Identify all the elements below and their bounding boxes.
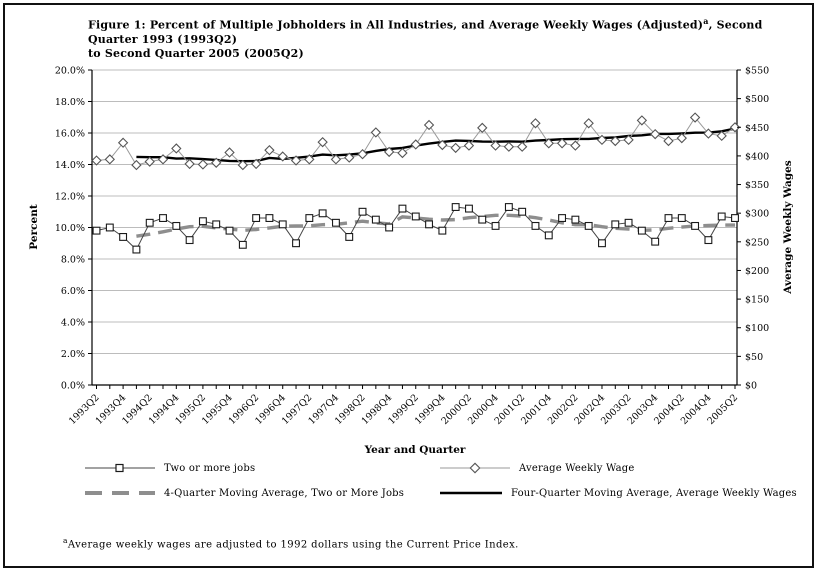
svg-text:$550: $550 bbox=[745, 66, 769, 77]
figure-title: Figure 1: Percent of Multiple Jobholders… bbox=[88, 14, 788, 61]
right-axis-ticks: $0 $50 $100 $150 $200 $250 $300 $350 $400 $450 $50… bbox=[737, 66, 769, 392]
footnote-superscript: a bbox=[63, 536, 68, 545]
svg-text:$0: $0 bbox=[745, 381, 757, 392]
series-ma-average-weekly-wages bbox=[136, 127, 736, 163]
svg-text:6.0%: 6.0% bbox=[61, 286, 85, 297]
figure-title-line2: to Second Quarter 2005 (2005Q2) bbox=[88, 46, 304, 60]
svg-text:10.0%: 10.0% bbox=[55, 223, 85, 234]
svg-text:16.0%: 16.0% bbox=[55, 129, 85, 140]
svg-text:$350: $350 bbox=[745, 180, 769, 191]
chart-area: 0.0% 2.0% 4.0% 6.0% 8.0% 10.0% 12.0% 14.0% 16.0%… bbox=[0, 55, 817, 464]
legend: Two or more jobs Average Weekly Wage 4-Q… bbox=[85, 462, 797, 514]
svg-text:$250: $250 bbox=[745, 237, 769, 248]
figure-title-line1: Figure 1: Percent of Multiple Jobholders… bbox=[88, 16, 763, 46]
footnote: aAverage weekly wages are adjusted to 19… bbox=[63, 536, 519, 551]
svg-text:18.0%: 18.0% bbox=[55, 97, 85, 108]
left-axis-title: Percent bbox=[28, 204, 40, 250]
series-average-weekly-wage-markers bbox=[91, 112, 741, 171]
legend-item-ma-two-or-more-jobs: 4-Quarter Moving Average, Two or More Jo… bbox=[85, 487, 404, 499]
svg-text:8.0%: 8.0% bbox=[61, 255, 85, 266]
solid-line-swatch-icon bbox=[440, 491, 502, 495]
x-axis-ticks: 1993Q21993Q41994Q21994Q41995Q21995Q41996… bbox=[67, 385, 740, 427]
svg-text:$500: $500 bbox=[745, 94, 769, 105]
svg-text:$100: $100 bbox=[745, 323, 769, 334]
legend-label: 4-Quarter Moving Average, Two or More Jo… bbox=[164, 487, 405, 499]
svg-text:2.0%: 2.0% bbox=[61, 349, 85, 360]
x-axis-title: Year and Quarter bbox=[364, 444, 466, 456]
svg-text:$150: $150 bbox=[745, 295, 769, 306]
square-marker-swatch-icon bbox=[85, 463, 155, 473]
svg-text:4.0%: 4.0% bbox=[61, 318, 85, 329]
legend-label: Two or more jobs bbox=[164, 462, 256, 474]
svg-text:$50: $50 bbox=[745, 352, 763, 363]
legend-label: Average Weekly Wage bbox=[519, 462, 635, 474]
svg-text:$200: $200 bbox=[745, 266, 769, 277]
svg-text:14.0%: 14.0% bbox=[55, 160, 85, 171]
legend-label: Four-Quarter Moving Average, Average Wee… bbox=[511, 487, 797, 499]
left-axis-ticks: 0.0% 2.0% 4.0% 6.0% 8.0% 10.0% 12.0% 14.0% 16.0%… bbox=[55, 66, 92, 392]
chart: 0.0% 2.0% 4.0% 6.0% 8.0% 10.0% 12.0% 14.0% 16.0%… bbox=[28, 66, 794, 457]
legend-item-ma-average-weekly-wages: Four-Quarter Moving Average, Average Wee… bbox=[440, 487, 797, 499]
dashed-line-swatch-icon bbox=[85, 491, 155, 495]
series-two-or-more-jobs-markers bbox=[92, 203, 739, 254]
gridlines bbox=[92, 69, 737, 354]
diamond-marker-swatch-icon bbox=[440, 462, 510, 474]
legend-item-average-weekly-wage: Average Weekly Wage bbox=[440, 462, 635, 474]
right-axis-title: Average Weekly Wages bbox=[782, 160, 794, 295]
svg-text:20.0%: 20.0% bbox=[55, 66, 85, 77]
series-ma-two-or-more-jobs bbox=[136, 213, 735, 238]
axis-titles: Year and Quarter Percent Average Weekly Wa… bbox=[28, 160, 794, 456]
svg-text:$450: $450 bbox=[745, 123, 769, 134]
svg-text:$300: $300 bbox=[745, 209, 769, 220]
legend-item-two-or-more-jobs: Two or more jobs bbox=[85, 462, 255, 474]
svg-text:0.0%: 0.0% bbox=[61, 381, 85, 392]
svg-text:12.0%: 12.0% bbox=[55, 192, 85, 203]
title-superscript: a bbox=[703, 16, 709, 26]
svg-text:$400: $400 bbox=[745, 151, 769, 162]
